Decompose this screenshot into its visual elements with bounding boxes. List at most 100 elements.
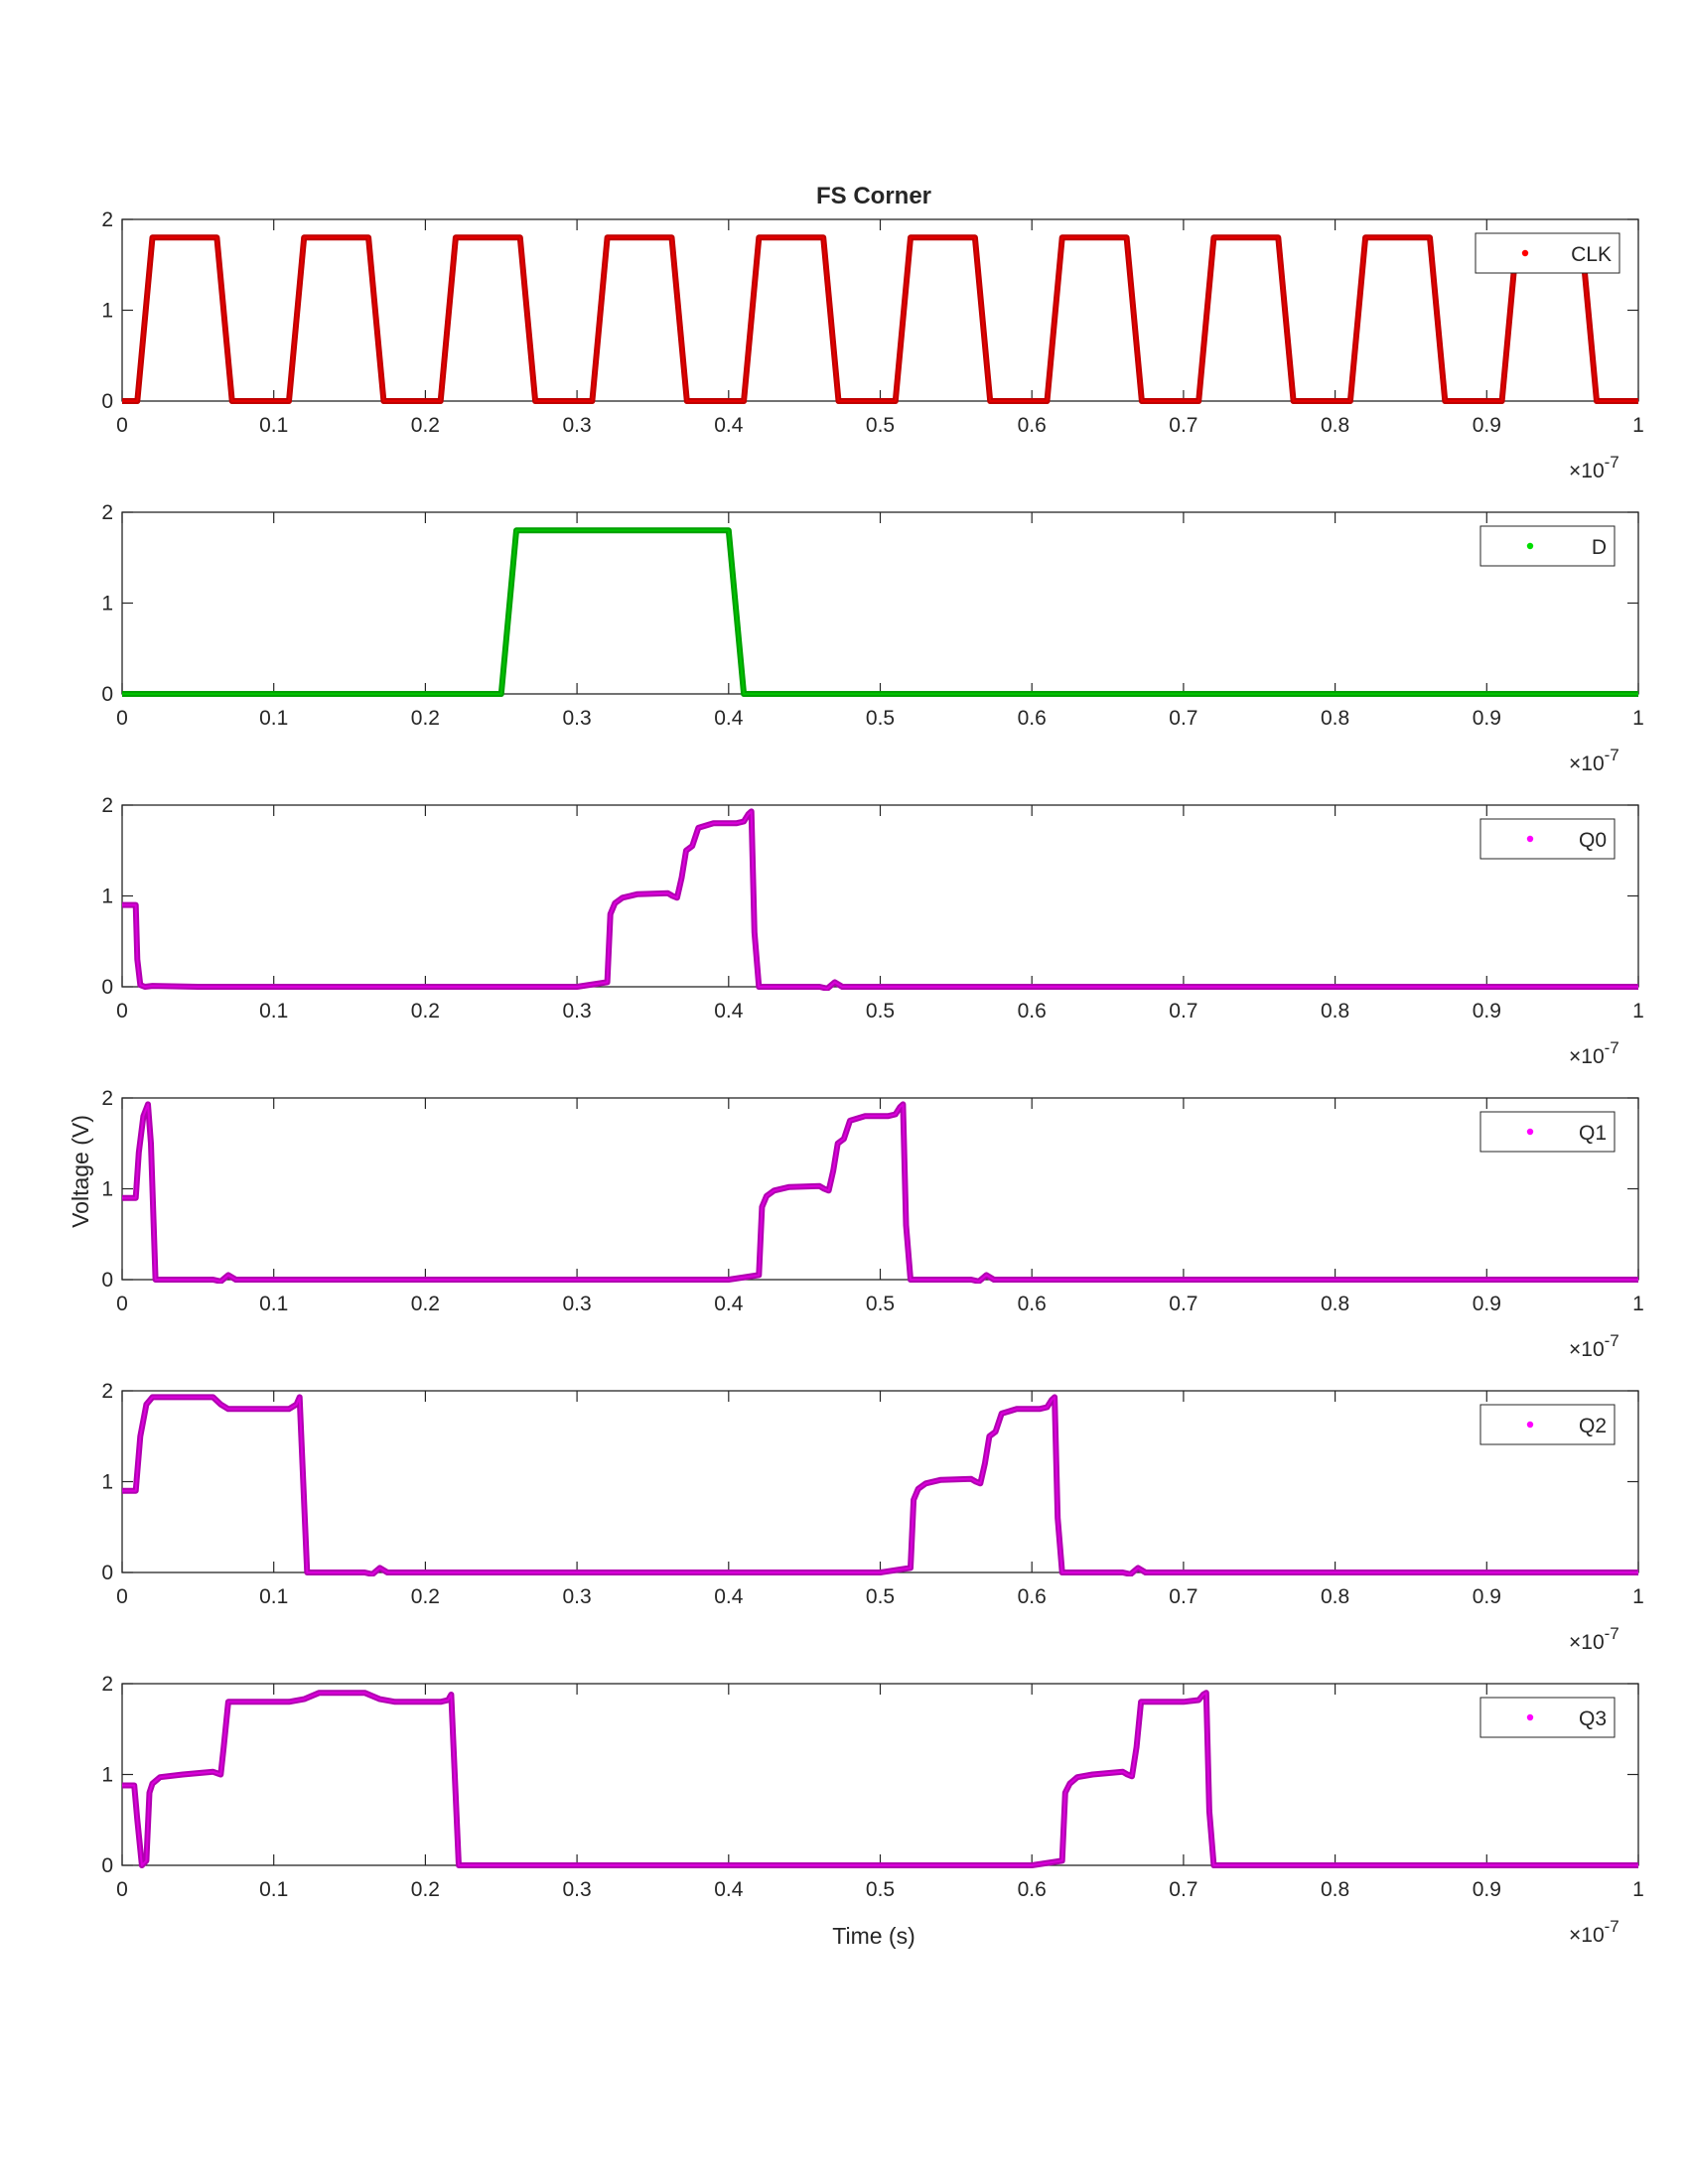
y-tick-label: 2 [101,1087,113,1110]
axes-box-q0 [121,804,1639,988]
x-tick-label: 0 [116,414,128,437]
x-tick-label: 0.5 [866,707,895,730]
x-tick-label: 0.6 [1018,414,1047,437]
x-tick-label: 0.9 [1473,1293,1501,1315]
x-tick-label: 0 [116,1293,128,1315]
x-tick-label: 1 [1632,707,1644,730]
series-highlight-q1 [122,1103,1638,1283]
x-tick-label: 0.4 [714,1585,744,1608]
y-tick-label: 2 [101,1380,113,1403]
legend-box-q0 [1479,818,1616,860]
x-tick-label: 0.6 [1018,1293,1047,1315]
y-axis-title: Voltage (V) [68,1115,93,1228]
legend-box-q2 [1479,1404,1616,1445]
axes-box-d [121,511,1639,695]
x-tick-label: 0.9 [1473,1000,1501,1023]
x-tick-label: 0.5 [866,1585,895,1608]
x-tick-label: 0.8 [1321,1293,1349,1315]
x-tick-label: 0.8 [1321,1585,1349,1608]
x-tick-label: 0.6 [1018,1585,1047,1608]
x-tick-label: 1 [1632,1585,1644,1608]
x-tick-label: 0.8 [1321,1878,1349,1901]
series-line-clk [122,234,1638,404]
figure-title: FS Corner [816,183,931,209]
y-tick-label: 0 [101,1269,113,1292]
x-exponent-label: ×10-7 [1569,1917,1619,1947]
x-tick-label: 0.4 [714,414,744,437]
x-tick-label: 0.7 [1169,1293,1197,1315]
subplot-q0: 0 0.1 0.2 0.3 0.4 0.5 0.6 0.7 0.8 0.9 1 0 1 2 ×10-7 Q0 [101,794,1644,1068]
x-tick-label: 0.9 [1473,414,1501,437]
legend-box-q1 [1479,1111,1616,1153]
y-tick-label: 1 [101,886,113,908]
y-tick-label: 2 [101,1673,113,1696]
x-tick-label: 0.2 [411,414,440,437]
legend-label-clk: CLK [1571,243,1612,266]
series-highlight-clk [122,236,1638,402]
x-tick-label: 0.1 [259,1000,288,1023]
y-tick-label: 2 [101,208,113,231]
x-tick-label: 0.8 [1321,414,1349,437]
legend-label-q1: Q1 [1579,1122,1607,1145]
x-tick-label: 1 [1632,1000,1644,1023]
subplot-stack: 0 0.1 0.2 0.3 0.4 0.5 0.6 0.7 0.8 0.9 1 0 1 2 ×10-7 CLK… [101,208,1644,1947]
subplot-q2: 0 0.1 0.2 0.3 0.4 0.5 0.6 0.7 0.8 0.9 1 0 1 2 ×10-7 Q2 [101,1380,1644,1654]
x-tick-label: 0.9 [1473,1878,1501,1901]
axes-box-clk [121,218,1639,402]
x-tick-label: 0.8 [1321,1000,1349,1023]
x-tick-label: 0 [116,707,128,730]
series-line-q3 [122,1690,1638,1868]
axes-box-q1 [121,1097,1639,1281]
x-tick-label: 0.2 [411,1293,440,1315]
y-tick-label: 0 [101,683,113,706]
legend-marker-d [1526,542,1534,550]
x-tick-label: 0.7 [1169,1878,1197,1901]
series-line-q0 [122,808,1638,991]
y-tick-label: 2 [101,501,113,524]
series-highlight-q3 [122,1692,1638,1866]
x-tick-label: 0.6 [1018,707,1047,730]
x-tick-label: 0.1 [259,1878,288,1901]
series-line-q1 [122,1101,1638,1284]
x-axis-title: Time (s) [832,1923,914,1949]
x-tick-label: 0 [116,1000,128,1023]
y-tick-label: 0 [101,1854,113,1877]
x-tick-label: 0.7 [1169,707,1197,730]
x-tick-label: 0.1 [259,414,288,437]
x-tick-label: 0.3 [562,1000,591,1023]
y-tick-label: 0 [101,976,113,999]
x-tick-label: 0.5 [866,1000,895,1023]
x-tick-label: 0.1 [259,1585,288,1608]
series-line-q2 [122,1394,1638,1576]
y-tick-label: 1 [101,1471,113,1494]
axes-box-q3 [121,1683,1639,1866]
x-tick-label: 0.3 [562,1293,591,1315]
y-tick-label: 0 [101,1562,113,1584]
subplot-d: 0 0.1 0.2 0.3 0.4 0.5 0.6 0.7 0.8 0.9 1 0 1 2 ×10-7 D [101,501,1644,775]
x-tick-label: 0.2 [411,707,440,730]
x-exponent-label: ×10-7 [1569,746,1619,775]
y-tick-label: 1 [101,593,113,615]
axes-box-q2 [121,1390,1639,1573]
series-highlight-q0 [122,810,1638,990]
x-exponent-label: ×10-7 [1569,1038,1619,1068]
y-tick-label: 1 [101,1764,113,1787]
x-tick-label: 0.4 [714,1000,744,1023]
x-tick-label: 0 [116,1585,128,1608]
x-tick-label: 0.7 [1169,414,1197,437]
x-tick-label: 0.2 [411,1585,440,1608]
x-tick-label: 0.6 [1018,1878,1047,1901]
series-highlight-d [122,529,1638,695]
legend-label-d: D [1592,536,1607,559]
x-tick-label: 0 [116,1878,128,1901]
x-tick-label: 0.3 [562,414,591,437]
x-tick-label: 0.5 [866,414,895,437]
x-tick-label: 0.4 [714,1293,744,1315]
x-tick-label: 0.4 [714,1878,744,1901]
legend-label-q0: Q0 [1579,829,1607,852]
x-tick-label: 1 [1632,414,1644,437]
subplot-q3: 0 0.1 0.2 0.3 0.4 0.5 0.6 0.7 0.8 0.9 1 0 1 2 ×10-7 Q3 [101,1673,1644,1947]
x-tick-label: 0.2 [411,1878,440,1901]
x-tick-label: 0.5 [866,1293,895,1315]
